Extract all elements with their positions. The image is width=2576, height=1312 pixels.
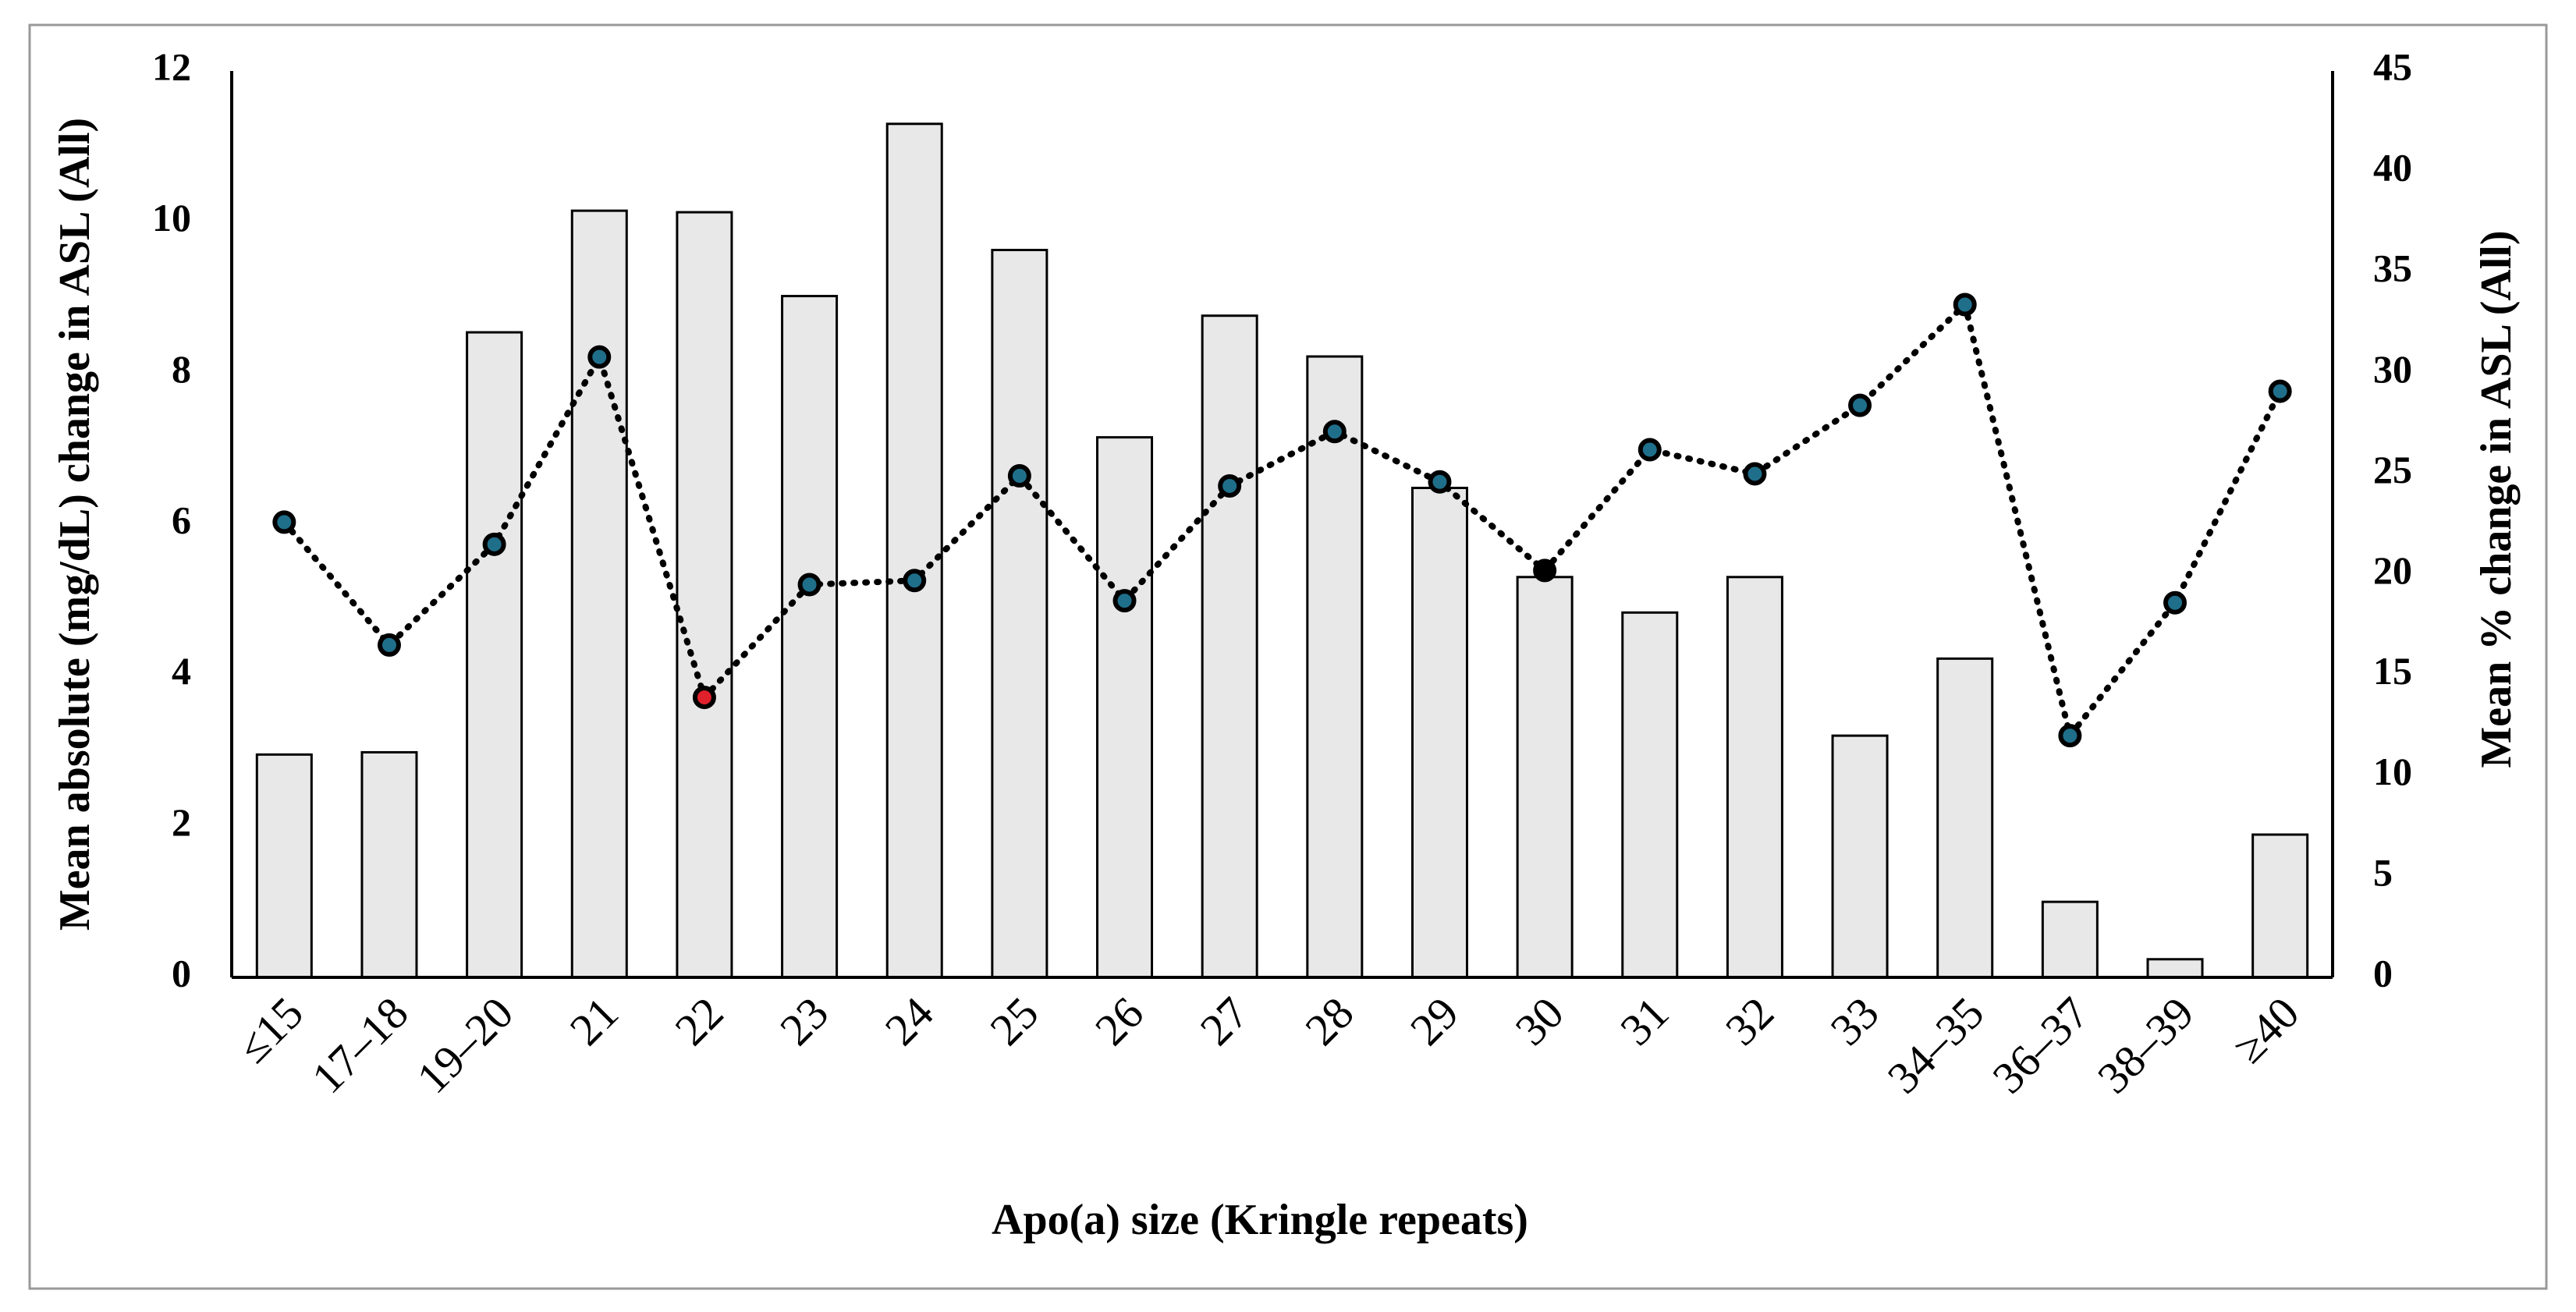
y-tick-label: 12	[152, 44, 191, 88]
x-axis-title: Apo(a) size (Kringle repeats)	[992, 1196, 1528, 1244]
y-axis-title: Mean absolute (mg/dL) change in ASL (All…	[51, 118, 99, 931]
y2-tick-label: 15	[2373, 649, 2412, 693]
y2-tick-label: 5	[2373, 850, 2393, 894]
point	[1428, 470, 1452, 494]
y2-tick-label: 20	[2373, 548, 2412, 592]
y-tick-label: 10	[152, 196, 191, 239]
point	[482, 532, 506, 556]
bar	[991, 248, 1048, 979]
y-tick-label: 0	[172, 951, 191, 995]
bar	[2146, 958, 2204, 979]
bar	[2251, 833, 2309, 979]
y2-tick-label: 10	[2373, 750, 2412, 793]
point	[692, 686, 716, 710]
point	[2268, 379, 2292, 403]
y-tick-label: 6	[172, 498, 191, 541]
y2-tick-label: 45	[2373, 44, 2412, 88]
bar	[1201, 314, 1258, 979]
point	[1322, 420, 1347, 444]
y2-tick-label: 35	[2373, 246, 2412, 290]
bar	[1410, 487, 1468, 979]
y2-tick-label: 0	[2373, 951, 2393, 995]
point	[587, 345, 612, 369]
y2-tick-label: 30	[2373, 347, 2412, 391]
point	[1218, 473, 1242, 498]
bar	[255, 753, 313, 979]
bar	[885, 122, 943, 979]
point	[272, 510, 296, 534]
bar	[676, 211, 733, 979]
point	[1637, 438, 1662, 462]
bar	[570, 209, 628, 979]
point	[1848, 393, 1872, 417]
point	[903, 569, 927, 593]
y-tick-label: 2	[172, 800, 191, 844]
y-tick-label: 4	[172, 649, 191, 693]
point	[797, 573, 821, 597]
y-tick-label: 8	[172, 347, 191, 391]
bar	[466, 331, 523, 979]
bar	[1306, 355, 1364, 979]
bar	[1726, 576, 1783, 979]
bar	[2041, 900, 2099, 979]
point	[2163, 590, 2187, 615]
line	[281, 298, 2283, 743]
bar	[360, 750, 418, 979]
point	[377, 633, 401, 657]
point	[2058, 724, 2082, 748]
bar	[781, 295, 839, 979]
y2-tick-label: 40	[2373, 146, 2412, 190]
y2-tick-label: 25	[2373, 448, 2412, 491]
bar	[1096, 436, 1154, 979]
bar	[1831, 734, 1889, 979]
point	[1533, 558, 1557, 583]
point	[1112, 589, 1137, 613]
y2-axis-title: Mean % change in ASL (All)	[2472, 230, 2521, 768]
point	[1953, 293, 1977, 317]
point	[1743, 462, 1767, 486]
point	[1007, 464, 1031, 488]
bar	[1936, 657, 1994, 979]
bar	[1516, 576, 1574, 979]
bar	[1621, 611, 1679, 979]
frame	[28, 23, 2548, 1290]
